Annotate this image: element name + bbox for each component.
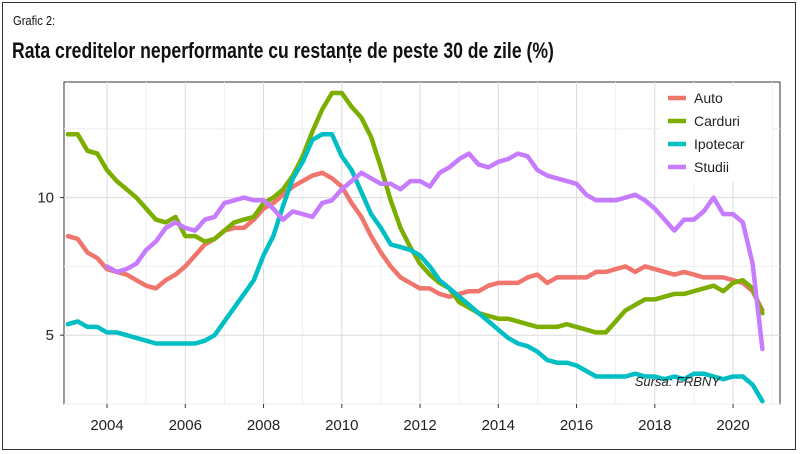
x-tick-label: 2008 bbox=[247, 417, 280, 434]
legend-label-carduri: Carduri bbox=[694, 113, 740, 129]
legend-label-studii: Studii bbox=[694, 159, 729, 175]
series-line-ipotecar bbox=[65, 132, 765, 404]
x-tick-label: 2004 bbox=[90, 417, 123, 434]
source-note: Sursa: FRBNY bbox=[635, 374, 722, 389]
legend-label-auto: Auto bbox=[694, 90, 723, 106]
x-axis-ticks: 2004 2006 2008 2010 2012 2014 2016 2018 2020 bbox=[90, 404, 750, 434]
figure-label: Grafic 2: bbox=[13, 13, 56, 28]
x-tick-label: 2006 bbox=[169, 417, 202, 434]
series-line-auto bbox=[65, 170, 765, 313]
y-tick-label: 5 bbox=[46, 327, 54, 344]
x-tick-label: 2016 bbox=[560, 417, 593, 434]
x-tick-label: 2018 bbox=[638, 417, 671, 434]
x-tick-label: 2014 bbox=[482, 417, 515, 434]
y-axis-ticks: 5 10 bbox=[37, 190, 64, 344]
series-lines bbox=[65, 90, 765, 404]
series-line-carduri bbox=[65, 90, 765, 335]
x-tick-label: 2010 bbox=[325, 417, 358, 434]
legend: Auto Carduri Ipotecar Studii bbox=[660, 86, 772, 182]
y-tick-label: 10 bbox=[37, 190, 54, 207]
series-line-studii bbox=[104, 151, 765, 352]
x-tick-label: 2020 bbox=[716, 417, 749, 434]
x-tick-label: 2012 bbox=[403, 417, 436, 434]
legend-label-ipotecar: Ipotecar bbox=[694, 136, 745, 152]
chart-title: Rata creditelor neperformante cu restanț… bbox=[12, 38, 554, 63]
